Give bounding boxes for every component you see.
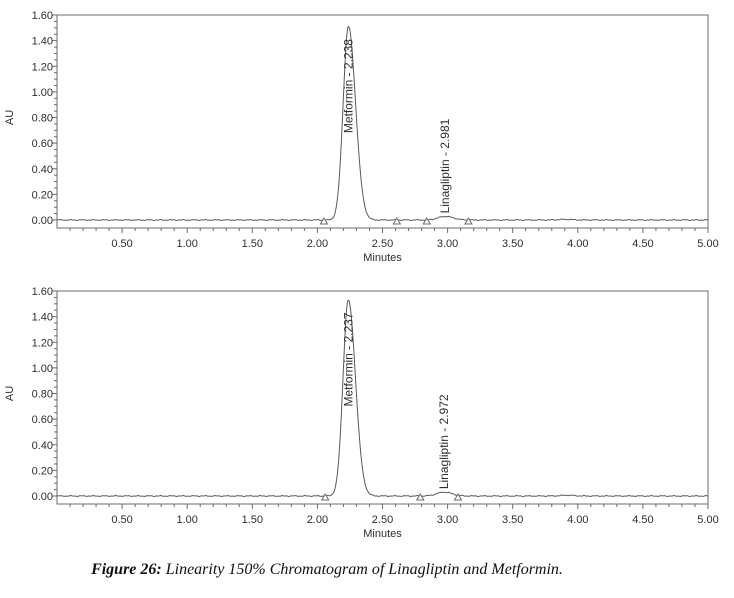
x-tick-label: 3.00 <box>437 514 458 526</box>
x-tick-label: 2.50 <box>372 238 393 250</box>
y-tick-label: 0.40 <box>32 164 53 176</box>
y-tick-label: 0.00 <box>32 491 53 503</box>
integration-marker <box>415 493 425 501</box>
plot-border <box>56 290 709 505</box>
x-axis-title: Minutes <box>363 252 402 264</box>
y-tick-label: 0.20 <box>32 189 53 201</box>
y-tick-label: 1.00 <box>32 87 53 99</box>
y-axis: 0.00 0.20 0.40 0.60 0.80 1.00 1.20 1.40 1.60 AU <box>4 10 57 227</box>
y-tick-label: 0.60 <box>32 138 53 150</box>
x-tick-label: 1.50 <box>242 238 263 250</box>
trace-group <box>56 26 708 221</box>
x-tick-label: 3.50 <box>502 514 523 526</box>
y-tick-label: 0.00 <box>32 215 53 227</box>
peak-label-metformin: Metformin - 2.238 <box>341 39 355 133</box>
y-tick-label: 0.40 <box>32 440 53 452</box>
peak-labels: Metformin - 2.237 Linagliptin - 2.972 <box>341 312 451 489</box>
integration-markers <box>320 493 463 501</box>
x-tick-label: 4.00 <box>567 238 588 250</box>
y-tick-label: 0.80 <box>32 113 53 125</box>
peak-label-linagliptin: Linagliptin - 2.981 <box>438 118 452 213</box>
peak-labels: Metformin - 2.238 Linagliptin - 2.981 <box>341 39 452 214</box>
x-tick-label: 2.00 <box>307 514 328 526</box>
trace <box>56 26 708 221</box>
x-tick-label: 4.50 <box>632 238 653 250</box>
y-tick-label: 1.40 <box>32 312 53 324</box>
trace-group <box>56 299 708 497</box>
x-tick-label: 5.00 <box>697 514 718 526</box>
x-tick-label: 1.50 <box>242 514 263 526</box>
x-tick-label: 2.00 <box>307 238 328 250</box>
integration-marker <box>319 217 329 225</box>
peak-label-linagliptin: Linagliptin - 2.972 <box>437 394 451 489</box>
y-tick-label: 0.80 <box>32 389 53 401</box>
x-tick-label: 4.50 <box>632 514 653 526</box>
x-axis-title: Minutes <box>363 528 402 540</box>
y-tick-label: 0.60 <box>32 414 53 426</box>
y-tick-label: 1.20 <box>32 337 53 349</box>
y-axis-title: AU <box>4 386 16 401</box>
y-axis: 0.00 0.20 0.40 0.60 0.80 1.00 1.20 1.40 1.60 AU <box>4 286 57 503</box>
y-tick-label: 1.40 <box>32 36 53 48</box>
integration-marker <box>453 493 463 501</box>
figure-caption: Figure 26: Linearity 150% Chromatogram o… <box>0 561 694 579</box>
x-tick-label: 1.00 <box>176 514 197 526</box>
integration-markers <box>319 217 473 225</box>
x-tick-label: 5.00 <box>697 238 718 250</box>
x-tick-label: 3.00 <box>437 238 458 250</box>
chromatogram-top: 0.000.200.400.600.801.001.201.401.60AU0.… <box>4 10 719 264</box>
y-tick-label: 1.60 <box>32 286 53 298</box>
integration-marker <box>320 493 330 501</box>
y-tick-label: 1.20 <box>32 61 53 73</box>
x-axis: 0.50 1.00 1.50 2.00 2.50 3.00 3.50 4.00 4.50 5.00… <box>69 228 719 264</box>
y-axis-title: AU <box>4 110 16 125</box>
x-tick-label: 0.50 <box>111 238 132 250</box>
x-tick-label: 4.00 <box>567 514 588 526</box>
chromatogram-bottom: 0.000.200.400.600.801.001.201.401.60AU0.… <box>4 286 719 540</box>
y-tick-label: 1.60 <box>32 10 53 22</box>
peak-label-metformin: Metformin - 2.237 <box>341 312 355 406</box>
trace <box>56 299 708 497</box>
x-tick-label: 1.00 <box>176 238 197 250</box>
integration-marker <box>392 217 402 225</box>
x-tick-label: 3.50 <box>502 238 523 250</box>
y-tick-label: 0.20 <box>32 465 53 477</box>
plot-border <box>56 14 709 229</box>
y-tick-label: 1.00 <box>32 363 53 375</box>
integration-marker <box>464 217 473 225</box>
figure-caption-label: Figure 26: <box>91 561 162 578</box>
x-tick-label: 2.50 <box>372 514 393 526</box>
x-tick-label: 0.50 <box>111 514 132 526</box>
integration-marker <box>422 217 432 225</box>
x-axis: 0.50 1.00 1.50 2.00 2.50 3.00 3.50 4.00 4.50 5.00… <box>69 504 719 540</box>
figure-caption-text: Linearity 150% Chromatogram of Linaglipt… <box>161 561 563 578</box>
